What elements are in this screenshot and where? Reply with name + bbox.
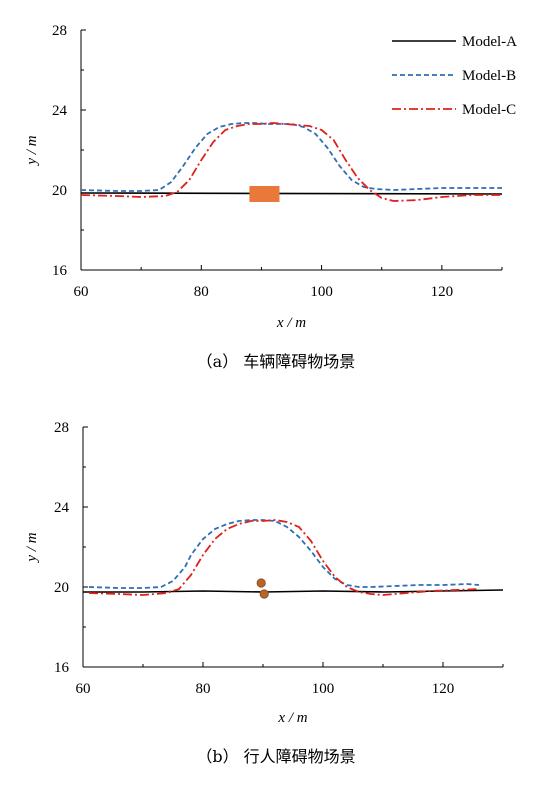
- y-axis-label: y / m: [24, 135, 40, 166]
- legend-label-model-b: Model-B: [462, 68, 516, 84]
- x-tick-label: 60: [74, 284, 89, 300]
- y-axis-label: y / m: [24, 532, 40, 563]
- y-tick-label: 20: [54, 580, 69, 596]
- panel-caption: （a） 车辆障碍物场景: [197, 352, 356, 371]
- series-line-model-a: [83, 589, 504, 593]
- y-tick-label: 28: [52, 23, 67, 39]
- series-line-model-b: [88, 519, 480, 589]
- y-tick-label: 24: [52, 103, 68, 119]
- pedestrian-obstacle-2: [259, 589, 269, 599]
- x-tick-label: 120: [431, 284, 454, 300]
- x-tick-label: 80: [196, 681, 211, 697]
- y-tick-label: 20: [52, 183, 67, 199]
- vehicle-obstacle: [249, 186, 280, 202]
- chart-panel-b: 16 20 24 28 60 80 100 120 x / m y / m （b） 行人障碍物场景: [24, 420, 504, 766]
- y-tick-label: 28: [54, 420, 69, 436]
- y-tick-label: 16: [54, 660, 70, 676]
- series-line-model-a: [80, 192, 503, 195]
- x-tick-label: 100: [310, 284, 333, 300]
- x-tick-label: 60: [76, 681, 91, 697]
- x-tick-label: 100: [312, 681, 335, 697]
- x-axis-label: x / m: [277, 710, 307, 726]
- series-line-model-b: [80, 122, 502, 192]
- y-tick-label: 16: [52, 263, 68, 279]
- chart-panel-a: 16 20 24 28 60 80 100 120 x / m y / m Model-A Model…: [24, 23, 517, 371]
- x-axis-label: x / m: [276, 315, 306, 331]
- pedestrian-obstacle-1: [256, 578, 266, 588]
- x-tick-label: 80: [194, 284, 209, 300]
- legend-label-model-a: Model-A: [462, 34, 517, 50]
- legend-label-model-c: Model-C: [462, 102, 516, 118]
- y-tick-label: 24: [54, 500, 70, 516]
- panel-caption: （b） 行人障碍物场景: [196, 747, 355, 766]
- series-line-model-c: [88, 519, 480, 596]
- x-tick-label: 120: [432, 681, 455, 697]
- series-line-model-c: [80, 122, 502, 202]
